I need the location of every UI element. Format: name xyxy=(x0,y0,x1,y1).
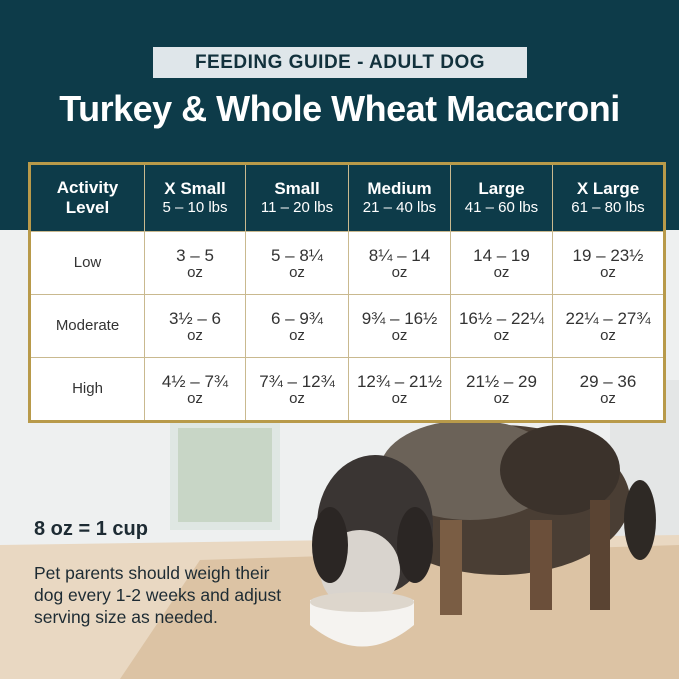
amount-cell: 4½ – 7¾ oz xyxy=(144,357,246,422)
badge: FEEDING GUIDE - ADULT DOG xyxy=(153,47,527,78)
unit: oz xyxy=(289,327,305,344)
unit: oz xyxy=(187,264,203,281)
header-row: Activity Level X Small 5 – 10 lbs Small 11 –… xyxy=(29,163,665,232)
amount-cell: 3½ – 6 oz xyxy=(144,294,246,358)
amount-cell: 5 – 8¼ oz xyxy=(245,231,349,295)
row-label-cell: Low xyxy=(29,231,145,295)
column-header: Medium 21 – 40 lbs xyxy=(348,163,451,232)
unit: oz xyxy=(289,390,305,407)
row-label: Low xyxy=(73,254,102,271)
amount-cell: 22¼ – 27¾ oz xyxy=(552,294,665,358)
amount-cell: 9¾ – 16½ oz xyxy=(348,294,451,358)
title: Turkey & Whole Wheat Macacroni xyxy=(59,88,620,129)
amount: 7¾ – 12¾ xyxy=(259,372,335,391)
column-range: 11 – 20 lbs xyxy=(260,199,334,216)
conversion: 8 oz = 1 cup xyxy=(34,518,148,540)
table-row: Moderate 3½ – 6 oz 6 – 9¾ oz 9¾ – 16½ oz 16½ – … xyxy=(29,294,665,358)
amount-cell: 29 – 36 oz xyxy=(552,357,665,422)
amount: 12¾ – 21½ xyxy=(356,372,443,391)
unit: oz xyxy=(187,390,203,407)
amount: 22¼ – 27¾ xyxy=(565,309,651,328)
column-name: Activity Level xyxy=(56,178,119,217)
amount-cell: 21½ – 29 oz xyxy=(450,357,553,422)
unit: oz xyxy=(391,264,408,281)
column-range: 5 – 10 lbs xyxy=(162,199,228,216)
row-label: Moderate xyxy=(55,317,120,334)
column-header: X Large 61 – 80 lbs xyxy=(552,163,665,232)
unit: oz xyxy=(493,390,510,407)
row-label-cell: High xyxy=(29,357,145,422)
row-label: High xyxy=(72,380,103,397)
amount: 16½ – 22¼ xyxy=(458,309,545,328)
amount-cell: 7¾ – 12¾ oz xyxy=(245,357,349,422)
column-name: Large xyxy=(478,179,525,198)
column-header: Small 11 – 20 lbs xyxy=(245,163,349,232)
unit: oz xyxy=(493,264,510,281)
table-row: High 4½ – 7¾ oz 7¾ – 12¾ oz 12¾ – 21½ oz 21½ – … xyxy=(29,357,665,422)
unit: oz xyxy=(600,264,616,281)
column-header: X Small 5 – 10 lbs xyxy=(144,163,246,232)
amount: 3 – 5 xyxy=(176,246,214,265)
amount: 5 – 8¼ xyxy=(271,246,323,265)
amount-cell: 3 – 5 oz xyxy=(144,231,246,295)
amount: 21½ – 29 xyxy=(466,372,537,391)
amount: 29 – 36 xyxy=(579,372,637,391)
column-header: Large 41 – 60 lbs xyxy=(450,163,553,232)
column-range: 41 – 60 lbs xyxy=(464,199,539,216)
unit: oz xyxy=(187,327,203,344)
amount: 3½ – 6 xyxy=(169,309,221,328)
amount-cell: 14 – 19 oz xyxy=(450,231,553,295)
amount: 19 – 23½ xyxy=(572,246,644,265)
column-name: Medium xyxy=(367,179,432,198)
table-row: Low 3 – 5 oz 5 – 8¼ oz 8¼ – 14 oz 14 – 19 oz 19 –… xyxy=(29,231,665,295)
amount: 6 – 9¾ xyxy=(271,309,323,328)
column-range: 61 – 80 lbs xyxy=(571,199,645,216)
amount: 14 – 19 xyxy=(473,246,530,265)
amount: 4½ – 7¾ xyxy=(161,372,229,391)
column-name: X Small xyxy=(164,179,226,198)
unit: oz xyxy=(289,264,305,281)
amount-cell: 16½ – 22¼ oz xyxy=(450,294,553,358)
column-range: 21 – 40 lbs xyxy=(362,199,437,216)
column-header: Activity Level xyxy=(29,163,145,232)
amount: 8¼ – 14 xyxy=(368,246,431,265)
unit: oz xyxy=(600,327,616,344)
amount-cell: 8¼ – 14 oz xyxy=(348,231,451,295)
column-name: X Large xyxy=(576,179,640,198)
feeding-table: Activity Level X Small 5 – 10 lbs Small 11 –… xyxy=(28,162,666,423)
note: Pet parents should weigh their dog every… xyxy=(34,563,282,627)
column-name: Small xyxy=(274,179,320,198)
unit: oz xyxy=(391,390,408,407)
unit: oz xyxy=(391,327,408,344)
amount-cell: 6 – 9¾ oz xyxy=(245,294,349,358)
unit: oz xyxy=(600,390,616,407)
amount: 9¾ – 16½ xyxy=(361,309,438,328)
amount-cell: 19 – 23½ oz xyxy=(552,231,665,295)
unit: oz xyxy=(493,327,510,344)
amount-cell: 12¾ – 21½ oz xyxy=(348,357,451,422)
row-label-cell: Moderate xyxy=(29,294,145,358)
